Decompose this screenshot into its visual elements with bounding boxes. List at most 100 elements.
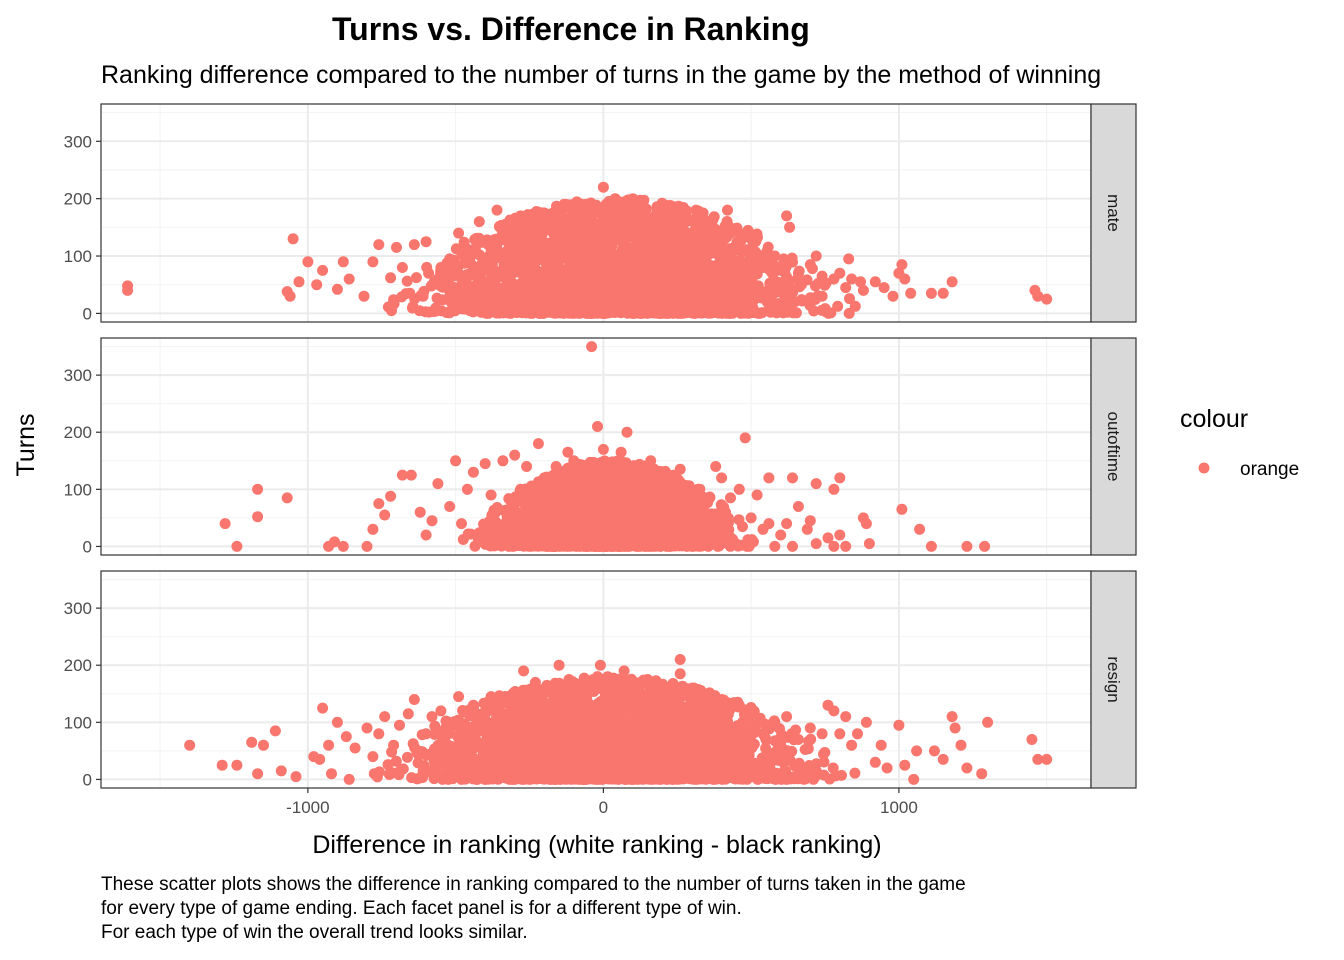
core-point: [785, 283, 797, 295]
data-point: [331, 283, 343, 295]
data-point: [843, 253, 855, 265]
data-point: [311, 279, 323, 291]
data-point: [677, 290, 689, 302]
data-point: [745, 233, 757, 245]
core-point: [553, 256, 564, 268]
core-point: [645, 305, 657, 317]
data-point: [396, 262, 408, 273]
core-point: [698, 304, 710, 316]
core-point: [699, 216, 711, 228]
core-point: [702, 270, 714, 282]
data-point: [633, 253, 645, 265]
core-point: [676, 238, 688, 250]
data-point: [778, 253, 790, 265]
core-point: [509, 295, 521, 307]
data-point: [686, 250, 698, 262]
data-point: [358, 290, 370, 302]
data-point: [293, 276, 305, 288]
core-point: [505, 217, 517, 229]
data-point: [668, 221, 680, 233]
data-point: [680, 216, 692, 228]
data-point: [618, 299, 630, 311]
data-point: [857, 284, 869, 296]
core-point: [796, 295, 808, 307]
data-point: [707, 282, 719, 294]
data-point: [639, 210, 651, 222]
core-point: [673, 200, 685, 212]
data-point: [444, 253, 456, 265]
data-point: [899, 273, 911, 285]
core-point: [664, 304, 676, 316]
data-point: [896, 259, 908, 271]
data-point: [373, 239, 385, 251]
data-point: [580, 198, 592, 210]
core-point: [687, 261, 699, 273]
data-point: [453, 227, 465, 239]
core-point: [396, 291, 408, 303]
core-point: [718, 501, 730, 513]
data-point: [317, 264, 329, 276]
core-point: [649, 249, 661, 261]
core-point: [743, 540, 755, 552]
data-point: [792, 267, 804, 279]
core-point: [726, 307, 738, 319]
data-point: [648, 296, 660, 308]
core-point: [756, 307, 768, 319]
data-point: [937, 287, 949, 299]
y-tick-label: 200: [64, 190, 92, 209]
data-point: [524, 224, 535, 236]
data-point: [515, 210, 527, 222]
data-point: [500, 282, 512, 294]
core-point: [776, 262, 788, 274]
y-tick-label: 300: [64, 132, 92, 151]
data-point: [491, 204, 503, 216]
data-point: [739, 244, 751, 256]
data-point: [574, 256, 586, 268]
data-point: [810, 250, 822, 262]
data-point: [692, 227, 704, 239]
data-point: [553, 230, 565, 242]
data-point: [795, 279, 807, 291]
data-point: [615, 273, 627, 285]
core-point: [533, 239, 545, 251]
data-point: [497, 233, 509, 245]
core-point: [488, 504, 500, 516]
core-point: [631, 302, 643, 313]
data-point: [736, 276, 748, 288]
data-point: [725, 227, 736, 239]
core-point: [536, 307, 548, 319]
core-point: [849, 300, 861, 312]
core-point: [498, 252, 510, 264]
core-point: [755, 291, 767, 303]
data-point: [337, 256, 349, 268]
data-point: [343, 273, 355, 285]
data-point: [597, 181, 609, 193]
data-point: [698, 293, 710, 305]
data-point: [302, 256, 314, 268]
core-point: [681, 278, 693, 290]
core-point: [489, 276, 501, 288]
core-point: [697, 207, 709, 219]
data-point: [417, 290, 429, 302]
chart-title: Turns vs. Difference in Ranking: [332, 11, 810, 47]
data-point: [905, 287, 917, 299]
facet-panels: 0100200300mate0100200300outoftime0100200…: [64, 103, 1137, 789]
data-point: [586, 233, 598, 245]
data-point: [816, 270, 828, 282]
data-point: [651, 267, 663, 279]
data-point: [627, 193, 639, 205]
core-point: [581, 282, 593, 294]
core-point: [819, 303, 831, 315]
core-point: [509, 237, 521, 249]
core-point: [386, 305, 397, 317]
data-point: [722, 204, 733, 216]
data-point: [408, 239, 420, 251]
core-point: [456, 290, 468, 302]
data-point: [781, 210, 793, 222]
core-point: [462, 528, 474, 540]
data-point: [1041, 293, 1053, 305]
data-point: [367, 256, 379, 268]
data-point: [538, 207, 550, 219]
data-point: [559, 293, 571, 305]
data-point: [757, 262, 769, 273]
